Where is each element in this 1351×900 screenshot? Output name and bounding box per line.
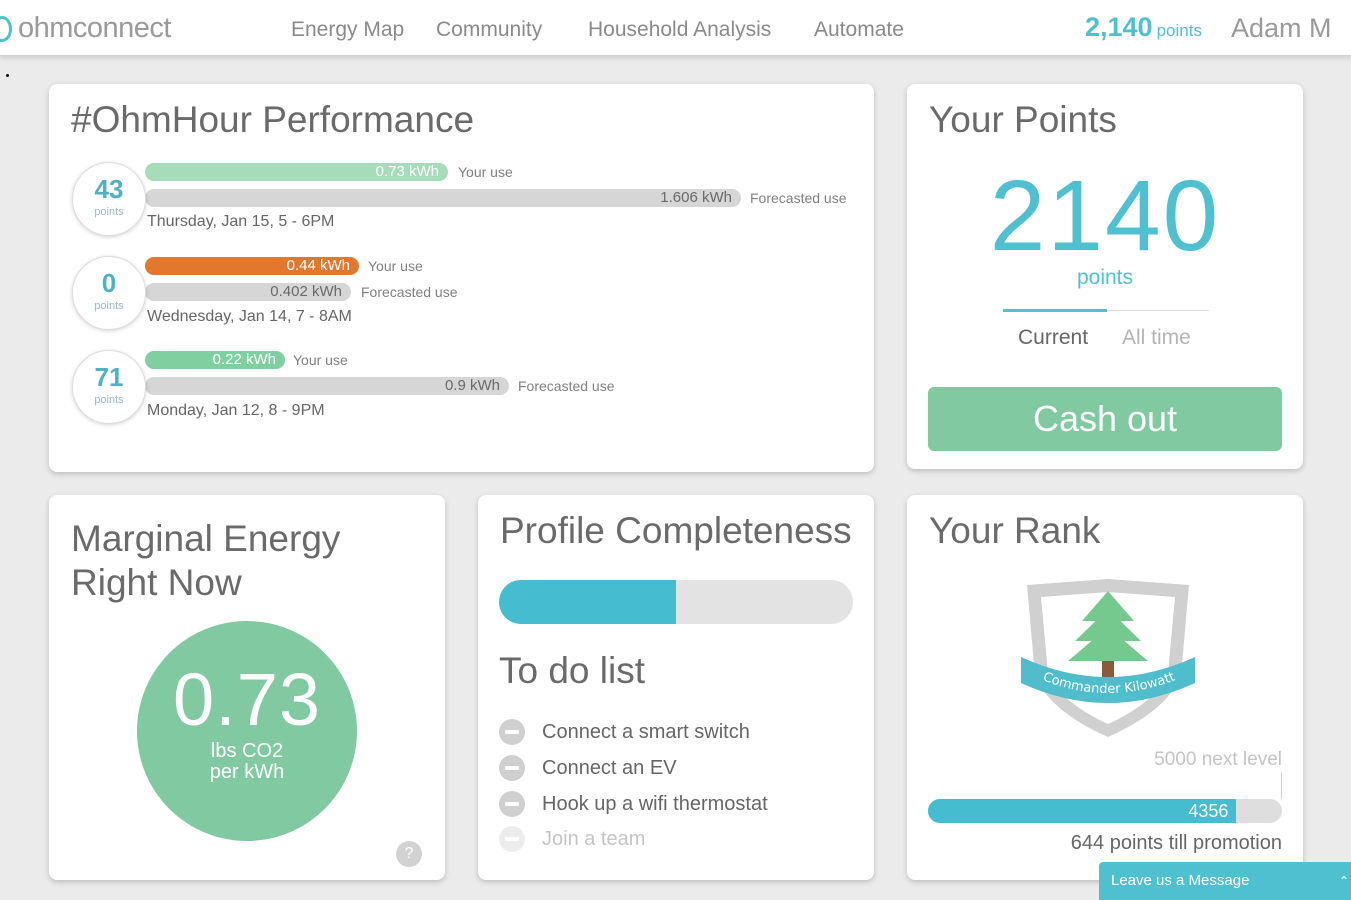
next-level-marker (1281, 773, 1282, 799)
forecast-use-bar: 0.9 kWh (145, 377, 509, 395)
stray-dot (6, 74, 9, 77)
event-date: Monday, Jan 12, 8 - 9PM (147, 402, 325, 419)
marginal-title-line1: Marginal Energy (71, 518, 341, 559)
marginal-title-line2: Right Now (71, 562, 242, 603)
event-date: Wednesday, Jan 14, 7 - 8AM (147, 308, 352, 325)
top-navigation-bar: ohmconnect Energy Map Community Househol… (0, 0, 1351, 56)
profile-progress-fill (499, 580, 676, 624)
todo-item[interactable]: Hook up a wifi thermostat (499, 791, 768, 817)
todo-text: Connect an EV (542, 756, 677, 779)
your-use-bar: 0.73 kWh (145, 163, 448, 181)
ohmhour-performance-card: #OhmHour Performance 43 points 0.73 kWh … (49, 84, 874, 472)
tab-current[interactable]: Current (1018, 326, 1089, 349)
leave-message-tab[interactable]: Leave us a Message ⌃ (1099, 862, 1351, 900)
points-total: 2140 (989, 160, 1221, 272)
ohm-logo-icon (0, 15, 12, 42)
forecast-use-bar: 1.606 kWh (145, 189, 741, 207)
todo-text: Hook up a wifi thermostat (542, 792, 768, 815)
event-points-value: 71 (94, 362, 124, 392)
event-points-badge: 71 points (72, 350, 146, 424)
todo-text: Join a team (542, 827, 646, 850)
event-points-label: points (94, 394, 124, 406)
nav-household-analysis[interactable]: Household Analysis (588, 18, 772, 41)
marginal-energy-value: 0.73 (172, 658, 322, 741)
cash-out-button[interactable]: Cash out (928, 387, 1282, 451)
your-points-title: Your Points (929, 99, 1117, 140)
your-use-label: Your use (293, 352, 348, 368)
nav-energy-map[interactable]: Energy Map (291, 18, 405, 41)
event-date: Thursday, Jan 15, 5 - 6PM (147, 213, 335, 230)
todo-item[interactable]: Connect an EV (499, 755, 677, 781)
leave-message-label: Leave us a Message (1111, 872, 1250, 889)
marginal-energy-circle: 0.73 lbs CO2 per kWh (137, 621, 357, 841)
your-rank-card: Your Rank Commander Kilowatt 5000 next l… (907, 495, 1303, 880)
marginal-unit-line1: lbs CO2 (210, 740, 284, 762)
your-points-card: Your Points 2140 points Current All time… (907, 84, 1303, 469)
rank-progress-bar: 4356 (928, 799, 1282, 823)
event-points-label: points (94, 206, 124, 218)
logo-text: ohmconnect (18, 12, 172, 44)
your-use-label: Your use (458, 164, 513, 180)
header-points-value: 2,140 (1085, 12, 1153, 42)
your-use-bar: 0.22 kWh (145, 351, 285, 369)
rank-badge-icon: Commander Kilowatt (1021, 579, 1195, 737)
next-level-label: 5000 next level (1154, 749, 1282, 770)
logo[interactable]: ohmconnect (0, 12, 172, 45)
event-points-badge: 0 points (72, 256, 146, 330)
marginal-unit-line2: per kWh (209, 761, 285, 783)
user-menu[interactable]: Adam M (1231, 13, 1332, 43)
tab-all-time[interactable]: All time (1122, 326, 1191, 349)
promotion-label: 644 points till promotion (1070, 832, 1282, 854)
todo-item[interactable]: Join a team (499, 826, 645, 852)
todo-item[interactable]: Connect a smart switch (499, 719, 750, 745)
minus-circle-icon (499, 755, 525, 781)
event-points-value: 0 (101, 268, 117, 298)
forecast-use-label: Forecasted use (361, 284, 458, 300)
nav-community[interactable]: Community (436, 18, 543, 41)
forecast-use-label: Forecasted use (518, 378, 615, 394)
profile-completeness-card: Profile Completeness To do list Connect … (478, 495, 874, 880)
minus-circle-icon (499, 826, 525, 852)
rank-progress-fill: 4356 (928, 799, 1237, 823)
forecast-use-bar: 0.402 kWh (145, 283, 351, 301)
rank-title: Your Rank (929, 510, 1101, 551)
event-points-label: points (94, 300, 124, 312)
header-points[interactable]: 2,140 points (1085, 12, 1202, 43)
todo-title: To do list (499, 650, 646, 691)
profile-title: Profile Completeness (500, 510, 852, 551)
forecast-use-label: Forecasted use (750, 190, 847, 206)
profile-progress-bar (499, 580, 853, 624)
minus-circle-icon (499, 719, 525, 745)
nav-automate[interactable]: Automate (814, 18, 904, 41)
your-use-label: Your use (368, 258, 423, 274)
chevron-up-icon: ⌃ (1338, 874, 1349, 888)
event-points-badge: 43 points (72, 162, 146, 236)
your-use-bar: 0.44 kWh (145, 257, 359, 275)
minus-circle-icon (499, 791, 525, 817)
todo-text: Connect a smart switch (542, 720, 750, 743)
points-total-label: points (1076, 266, 1134, 289)
tab-active-indicator (1003, 309, 1107, 312)
help-icon[interactable]: ? (396, 841, 422, 867)
ohmhour-title: #OhmHour Performance (71, 99, 475, 140)
event-points-value: 43 (94, 174, 124, 204)
marginal-energy-card: Marginal Energy Right Now 0.73 lbs CO2 p… (49, 495, 445, 880)
header-points-label: points (1156, 21, 1202, 40)
